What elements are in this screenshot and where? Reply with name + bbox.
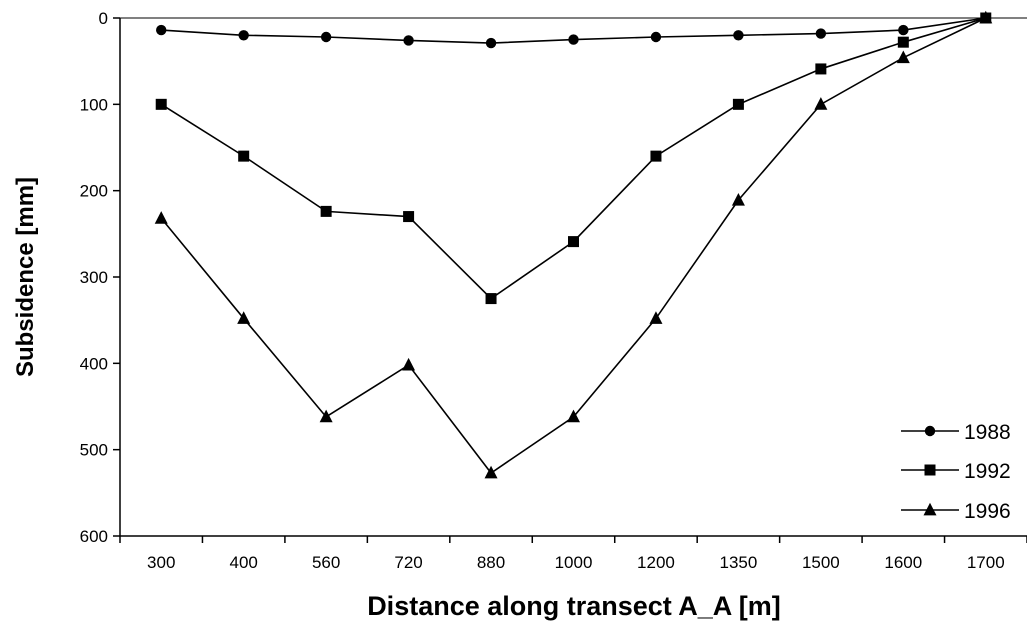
legend-marker-triangle — [923, 502, 937, 516]
data-point-1996-880 — [484, 465, 498, 479]
x-tick-label: 720 — [394, 553, 422, 572]
data-point-1988-400 — [238, 30, 249, 41]
data-point-1992-1000 — [568, 236, 579, 248]
data-point-1996-720 — [402, 357, 416, 371]
x-tick-label: 400 — [229, 553, 257, 572]
legend-label: 1996 — [964, 500, 1011, 523]
y-axis-title: Subsidence [mm] — [12, 177, 39, 377]
data-point-1988-1500 — [815, 28, 827, 39]
x-tick-label: 1000 — [555, 553, 593, 572]
data-point-1996-560 — [319, 409, 333, 423]
data-point-1996-1700 — [979, 10, 993, 24]
y-tick-label: 0 — [99, 9, 108, 28]
series-1992 — [155, 12, 992, 305]
data-point-1992-880 — [485, 293, 497, 305]
y-tick-label: 100 — [80, 95, 108, 114]
legend-item: 1988 — [901, 421, 1011, 444]
data-point-1996-1500 — [814, 97, 828, 110]
data-point-1988-1350 — [733, 30, 744, 41]
legend-marker-square — [924, 464, 936, 476]
data-point-1992-720 — [403, 211, 415, 223]
data-point-1992-560 — [320, 205, 332, 217]
x-tick-label: 1350 — [719, 553, 757, 572]
y-tick-label: 200 — [80, 182, 108, 201]
data-point-1992-1600 — [897, 36, 909, 48]
y-tick-label: 400 — [80, 354, 108, 373]
x-tick-label: 1200 — [637, 553, 675, 572]
data-point-1988-300 — [156, 24, 167, 36]
series-line — [160, 17, 986, 300]
data-point-1988-1600 — [898, 24, 909, 36]
series-layer — [154, 10, 993, 479]
x-tick-label: 880 — [477, 553, 505, 572]
data-point-1988-560 — [320, 31, 332, 43]
data-point-1996-1000 — [567, 409, 580, 423]
y-tick-label: 300 — [80, 268, 108, 287]
legend-item: 1996 — [901, 500, 1011, 523]
legend-label: 1988 — [964, 421, 1011, 444]
data-point-1992-1350 — [732, 98, 744, 110]
legend-item: 1992 — [901, 460, 1011, 483]
x-tick-label: 1700 — [967, 553, 1005, 572]
x-tick-label: 1600 — [884, 553, 922, 572]
data-point-1992-1200 — [650, 150, 662, 162]
data-point-1992-400 — [238, 150, 250, 162]
data-point-1996-300 — [154, 211, 168, 224]
data-point-1988-1200 — [650, 31, 662, 43]
legend-marker-circle — [924, 425, 936, 437]
y-ticks: 0 100 200 300 400 500 600 — [80, 9, 120, 546]
legend: 1988 1992 1996 — [901, 421, 1011, 523]
data-point-1992-300 — [155, 98, 167, 110]
y-tick-label: 500 — [80, 441, 108, 460]
series-1996 — [154, 10, 993, 479]
data-point-1996-400 — [237, 311, 251, 324]
x-ticks: 300 400 560 720 880 1000 1200 1350 1500 1600 1700 — [119, 536, 1027, 572]
x-tick-label: 560 — [312, 553, 340, 572]
data-point-1988-1000 — [568, 34, 579, 45]
data-point-1996-1350 — [731, 192, 745, 206]
legend-label: 1992 — [964, 460, 1011, 483]
x-tick-label: 1500 — [802, 553, 840, 572]
data-point-1996-1200 — [649, 311, 663, 324]
data-point-1988-880 — [485, 37, 497, 49]
x-tick-label: 300 — [147, 553, 175, 572]
y-tick-label: 600 — [80, 527, 108, 546]
data-point-1996-1600 — [896, 50, 910, 64]
data-point-1992-1500 — [815, 63, 827, 75]
data-point-1988-720 — [403, 35, 414, 46]
x-axis-title: Distance along transect A_A [m] — [367, 591, 781, 621]
